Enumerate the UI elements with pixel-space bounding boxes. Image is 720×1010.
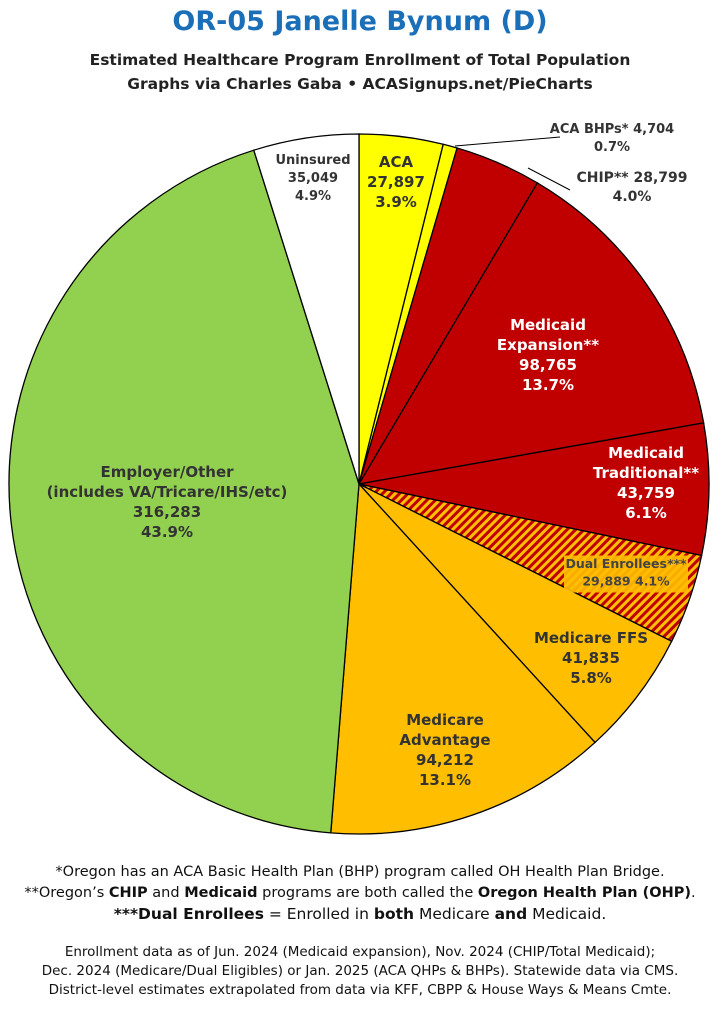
source-note-3: District-level estimates extrapolated fr… [48,982,672,998]
data-label-chip: CHIP** 28,799 4.0% [576,170,687,205]
data-label-medicaid-expansion: Medicaid Expansion** 98,765 13.7% [497,316,599,394]
label-bg-dual [564,555,688,593]
source-note-1: Enrollment data as of Jun. 2024 (Medicai… [64,944,656,960]
data-label-medicare-ffs: Medicare FFS 41,835 5.8% [534,629,648,687]
leader-line-aca-bhp [454,136,561,147]
data-label-dual: Dual Enrollees*** 29,889 4.1% [565,556,687,589]
footnote-bhp: *Oregon has an ACA Basic Health Plan (BH… [55,864,665,880]
leader-line-chip [527,167,571,191]
chart-credit: Graphs via Charles Gaba • ACASignups.net… [127,75,593,93]
pie-slice-medicare-ffs [358,483,673,744]
chart-subtitle: Estimated Healthcare Program Enrollment … [89,51,631,69]
data-label-employer: Employer/Other (includes VA/Tricare/IHS/e… [47,463,288,541]
pie-slice-employer [8,149,360,834]
chart-title: OR-05 Janelle Bynum (D) [172,6,548,37]
data-label-aca-bhp: ACA BHPs* 4,704 0.7% [550,122,674,155]
data-label-aca: ACA 27,897 3.9% [367,153,425,211]
pie-slice-medicaid-traditional [358,422,710,557]
pie-slice-medicare-advantage [330,482,596,835]
pie-chart: ACA 27,897 3.9% ACA BHPs* 4,704 0.7% CHIP** 2… [8,122,710,835]
source-note-2: Dec. 2024 (Medicare/Dual Eligibles) or J… [41,963,679,979]
data-label-medicaid-traditional: Medicaid Traditional** 43,759 6.1% [593,444,699,522]
data-label-medicare-advantage: Medicare Advantage 94,212 13.1% [399,711,490,789]
data-label-uninsured: Uninsured 35,049 4.9% [275,153,350,204]
footnote-ohp: **Oregon’s CHIP and Medicaid programs ar… [24,885,696,901]
footnote-dual: ***Dual Enrollees = Enrolled in both Med… [113,905,607,923]
pie-slice-medicaid-expansion [357,181,705,485]
pie-slice-uninsured [252,133,360,485]
